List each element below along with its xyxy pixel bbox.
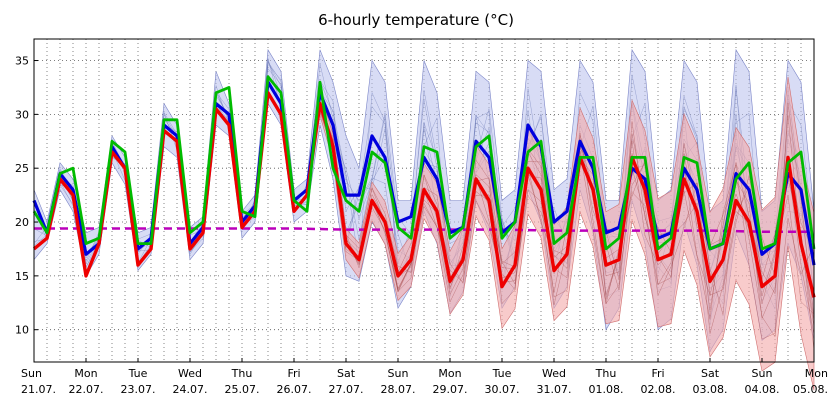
y-tick-label: 20 bbox=[15, 216, 29, 229]
axes bbox=[33, 38, 815, 363]
y-tick-label: 35 bbox=[15, 55, 29, 68]
x-tick-day-label: Fri bbox=[651, 367, 664, 380]
x-tick-date-label: 23.07. bbox=[121, 383, 156, 396]
y-tick-label: 25 bbox=[15, 162, 29, 175]
x-tick-day-label: Sat bbox=[337, 367, 356, 380]
x-tick-day-label: Sun bbox=[388, 367, 409, 380]
y-tick-label: 30 bbox=[15, 108, 29, 121]
x-tick-date-label: 05.08. bbox=[793, 383, 828, 396]
x-tick-day-label: Wed bbox=[178, 367, 202, 380]
x-tick-date-label: 30.07. bbox=[485, 383, 520, 396]
x-tick-date-label: 27.07. bbox=[329, 383, 364, 396]
x-tick-date-label: 21.07. bbox=[21, 383, 56, 396]
x-tick-day-label: Mon bbox=[74, 367, 97, 380]
x-tick-day-label: Tue bbox=[492, 367, 512, 380]
x-tick-day-label: Thu bbox=[231, 367, 253, 380]
x-tick-day-label: Wed bbox=[542, 367, 566, 380]
series-line-green bbox=[32, 75, 816, 251]
x-tick-day-label: Tue bbox=[128, 367, 148, 380]
series-lines bbox=[32, 75, 816, 298]
x-tick-date-label: 26.07. bbox=[277, 383, 312, 396]
y-tick-label: 10 bbox=[15, 324, 29, 337]
x-tick-labels: Sun 21.07. Mon 22.07. Tue 23.07. Wed 24.07. Thu 2… bbox=[21, 367, 828, 396]
x-tick-day-label: Sun bbox=[752, 367, 773, 380]
chart-title: 6-hourly temperature (°C) bbox=[318, 11, 514, 29]
x-tick-day-label: Fri bbox=[287, 367, 300, 380]
x-tick-date-label: 28.07. bbox=[381, 383, 416, 396]
y-tick-label: 15 bbox=[15, 270, 29, 283]
x-tick-date-label: 04.08. bbox=[745, 383, 780, 396]
x-tick-day-label: Sat bbox=[701, 367, 720, 380]
x-tick-day-label: Thu bbox=[595, 367, 617, 380]
x-tick-date-label: 29.07. bbox=[433, 383, 468, 396]
plot-frame bbox=[33, 38, 815, 363]
series-line-dashed bbox=[34, 227, 814, 233]
y-tick-labels: 10 15 20 25 30 35 bbox=[15, 55, 29, 337]
x-tick-date-label: 01.08. bbox=[589, 383, 624, 396]
x-tick-date-label: 31.07. bbox=[537, 383, 572, 396]
x-tick-day-label: Mon bbox=[805, 367, 828, 380]
x-tick-date-label: 22.07. bbox=[69, 383, 104, 396]
x-tick-day-label: Sun bbox=[21, 367, 42, 380]
x-tick-date-label: 02.08. bbox=[641, 383, 676, 396]
x-tick-date-label: 25.07. bbox=[225, 383, 260, 396]
x-tick-day-label: Mon bbox=[438, 367, 461, 380]
x-tick-date-label: 03.08. bbox=[693, 383, 728, 396]
x-tick-date-label: 24.07. bbox=[173, 383, 208, 396]
